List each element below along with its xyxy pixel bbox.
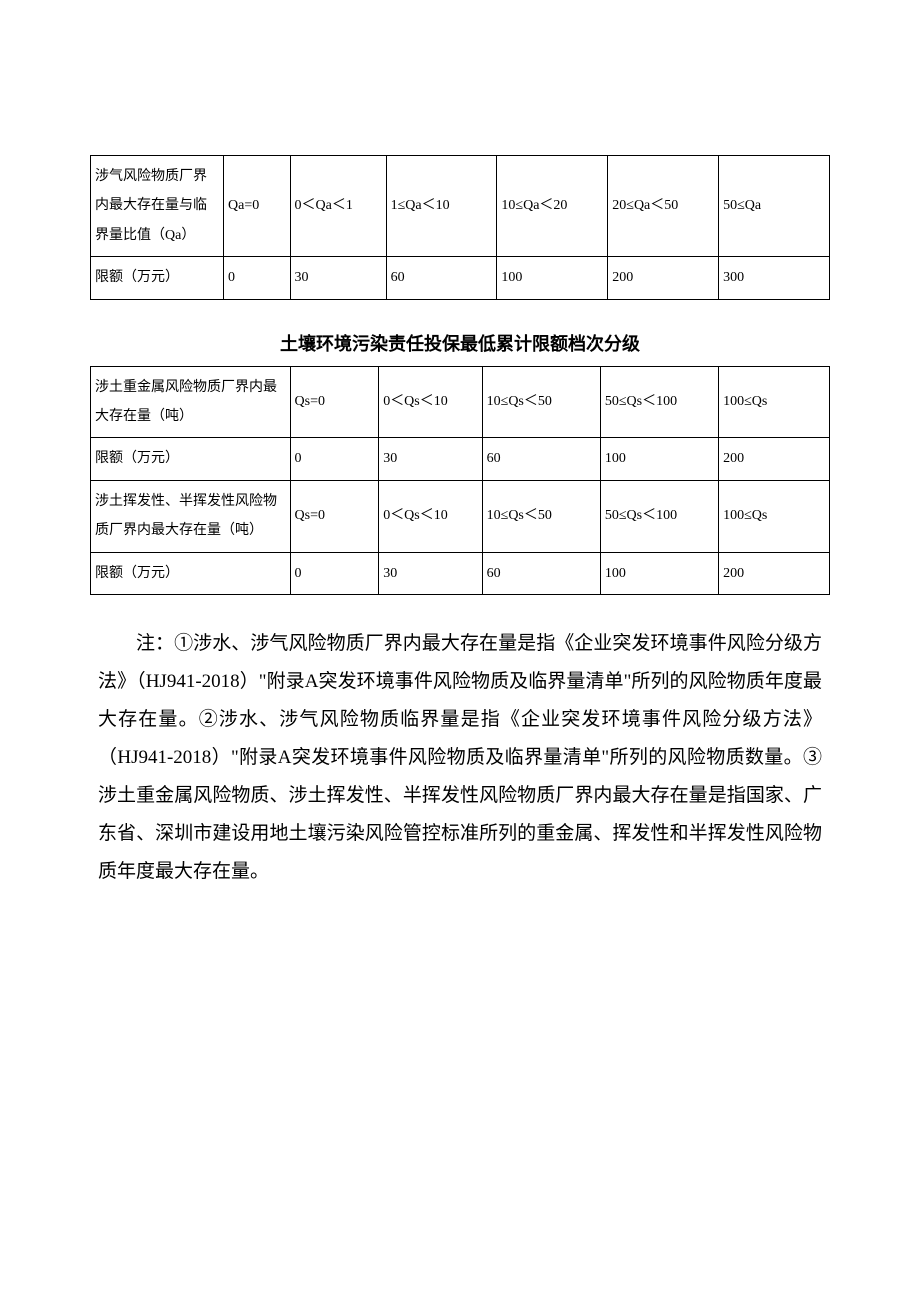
table-cell: Qa=0	[224, 156, 291, 257]
table-cell: 限额（万元）	[91, 257, 224, 299]
table-row: 限额（万元）03060100200	[91, 438, 830, 480]
table-cell: 60	[386, 257, 497, 299]
table-cell: 100	[600, 438, 718, 480]
page-container: 涉气风险物质厂界内最大存在量与临界量比值（Qa）Qa=00＜Qa＜11≤Qa＜1…	[0, 0, 920, 981]
table-cell: 涉土重金属风险物质厂界内最大存在量（吨）	[91, 366, 291, 438]
table-cell: 限额（万元）	[91, 552, 291, 594]
table-cell: 限额（万元）	[91, 438, 291, 480]
table-cell: 30	[290, 257, 386, 299]
table-cell: 0	[290, 438, 379, 480]
table-cell: Qs=0	[290, 366, 379, 438]
table-cell: 100	[600, 552, 718, 594]
table-cell: 涉土挥发性、半挥发性风险物质厂界内最大存在量（吨）	[91, 480, 291, 552]
table-cell: 0＜Qa＜1	[290, 156, 386, 257]
table-cell: 200	[719, 438, 830, 480]
table-cell: 100	[497, 257, 608, 299]
table-row: 涉土挥发性、半挥发性风险物质厂界内最大存在量（吨）Qs=00＜Qs＜1010≤Q…	[91, 480, 830, 552]
table-cell: 100≤Qs	[719, 366, 830, 438]
table-cell: 60	[482, 438, 600, 480]
table-cell: 300	[719, 257, 830, 299]
table-cell: 30	[379, 438, 482, 480]
table-cell: 10≤Qs＜50	[482, 366, 600, 438]
table-row: 限额（万元）03060100200	[91, 552, 830, 594]
table-cell: Qs=0	[290, 480, 379, 552]
table-cell: 10≤Qa＜20	[497, 156, 608, 257]
table-cell: 0＜Qs＜10	[379, 366, 482, 438]
table-cell: 50≤Qa	[719, 156, 830, 257]
table-cell: 200	[719, 552, 830, 594]
table-cell: 1≤Qa＜10	[386, 156, 497, 257]
table-soil: 涉土重金属风险物质厂界内最大存在量（吨）Qs=00＜Qs＜1010≤Qs＜505…	[90, 366, 830, 595]
table-cell: 30	[379, 552, 482, 594]
table-cell: 涉气风险物质厂界内最大存在量与临界量比值（Qa）	[91, 156, 224, 257]
table-cell: 20≤Qa＜50	[608, 156, 719, 257]
table-cell: 0	[224, 257, 291, 299]
table-row: 涉土重金属风险物质厂界内最大存在量（吨）Qs=00＜Qs＜1010≤Qs＜505…	[91, 366, 830, 438]
table-cell: 50≤Qs＜100	[600, 480, 718, 552]
soil-table-title: 土壤环境污染责任投保最低累计限额档次分级	[90, 330, 830, 356]
table-cell: 50≤Qs＜100	[600, 366, 718, 438]
table-air: 涉气风险物质厂界内最大存在量与临界量比值（Qa）Qa=00＜Qa＜11≤Qa＜1…	[90, 155, 830, 300]
footnote-text: 注：①涉水、涉气风险物质厂界内最大存在量是指《企业突发环境事件风险分级方法》（H…	[90, 625, 830, 891]
table-cell: 100≤Qs	[719, 480, 830, 552]
table-row: 限额（万元）03060100200300	[91, 257, 830, 299]
table-cell: 0	[290, 552, 379, 594]
table-row: 涉气风险物质厂界内最大存在量与临界量比值（Qa）Qa=00＜Qa＜11≤Qa＜1…	[91, 156, 830, 257]
table-cell: 0＜Qs＜10	[379, 480, 482, 552]
table-cell: 200	[608, 257, 719, 299]
table-cell: 10≤Qs＜50	[482, 480, 600, 552]
table-cell: 60	[482, 552, 600, 594]
